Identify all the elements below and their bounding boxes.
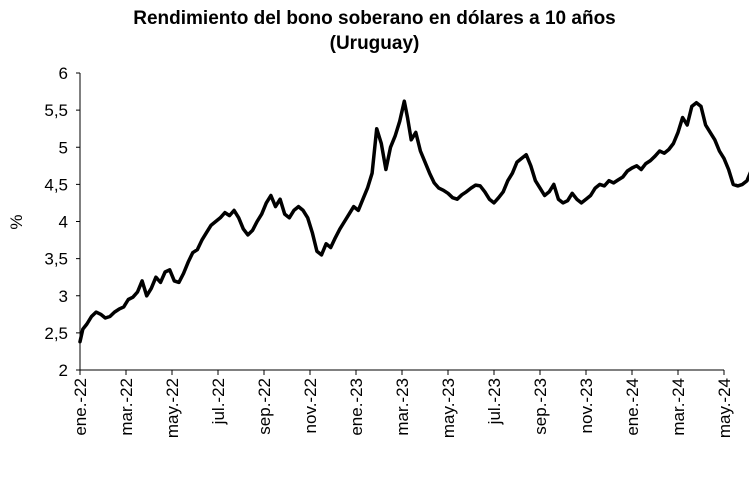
x-tick-label: nov.-22: [301, 378, 320, 433]
y-tick-label: 5,5: [44, 101, 68, 120]
x-tick-label: ene.-23: [347, 378, 366, 436]
x-axis: ene.-22 mar.-22 may.-22 jul.-22 sep.-22 nov.-…: [71, 369, 734, 438]
y-tick-label: 4: [59, 213, 68, 232]
x-tick-label: may.-22: [163, 378, 182, 438]
x-tick-label: mar.-22: [117, 378, 136, 436]
chart-title-line1: Rendimiento del bono soberano en dólares…: [133, 8, 616, 29]
x-tick-label: ene.-22: [71, 378, 90, 436]
series-layer: [78, 99, 749, 344]
y-tick-label: 6: [59, 64, 68, 83]
x-tick-label: may.-24: [715, 378, 734, 438]
x-tick-label: sep.-23: [531, 378, 550, 435]
x-tick-label: may.-23: [439, 378, 458, 438]
x-tick-label: jul.-23: [485, 378, 504, 425]
x-tick-label: jul.-22: [209, 378, 228, 425]
y-tick-label: 3,5: [44, 250, 68, 269]
y-tick-label: 3: [59, 287, 68, 306]
x-tick-label: nov.-23: [577, 378, 596, 433]
y-tick-label: 5: [59, 138, 68, 157]
x-tick-label: mar.-24: [669, 378, 688, 436]
x-tick-label: sep.-22: [255, 378, 274, 435]
y-tick-label: 2: [59, 361, 68, 380]
x-tick-label: mar.-23: [393, 378, 412, 436]
chart-title: Rendimiento del bono soberano en dólares…: [0, 6, 749, 56]
y-tick-label: 4,5: [44, 175, 68, 194]
series-line: [78, 99, 749, 344]
y-tick-label: 2,5: [44, 324, 68, 343]
chart-title-line2: (Uruguay): [329, 33, 420, 54]
x-tick-label: ene.-24: [623, 378, 642, 436]
y-axis: 2 2,5 3 3,5 4 4,5 5 5,5 6: [44, 64, 81, 380]
y-axis-label: %: [7, 214, 26, 229]
